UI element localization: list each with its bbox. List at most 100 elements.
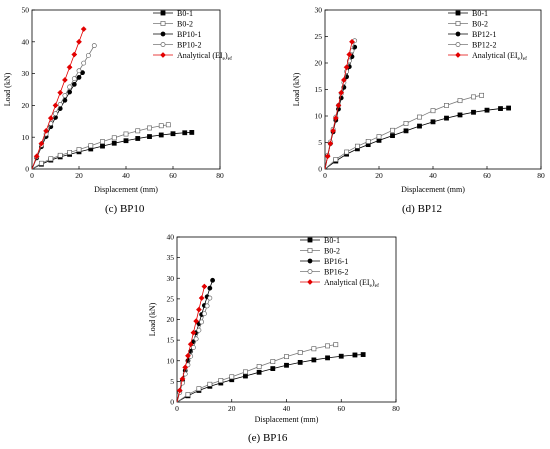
- y-axis-label: Load (kN): [292, 72, 301, 106]
- series-line: [176, 354, 364, 403]
- legend-entry: BP16-1: [324, 257, 348, 266]
- data-point: [147, 134, 152, 139]
- data-point: [61, 77, 68, 83]
- data-point: [243, 373, 248, 379]
- chart-e: 0 20 40 60 80 0 5 10 15 20 25 30 35 40 Displacement (m…: [148, 233, 400, 444]
- data-point: [158, 123, 164, 129]
- data-point: [403, 128, 409, 134]
- x-tick-label: 20: [228, 404, 236, 413]
- data-point: [346, 51, 353, 58]
- data-point: [325, 343, 330, 349]
- y-tick-label: 40: [22, 37, 30, 46]
- data-point: [71, 76, 77, 82]
- data-point: [479, 92, 484, 98]
- x-tick-label: 40: [429, 171, 437, 180]
- data-point: [52, 102, 59, 109]
- data-point: [111, 135, 117, 141]
- data-point: [284, 354, 289, 360]
- data-point: [38, 160, 44, 166]
- figure-caption: (c) BP10: [105, 203, 145, 215]
- legend-marker: [160, 21, 166, 26]
- x-tick-label: 60: [483, 171, 491, 180]
- legend-entry: BP10-2: [177, 40, 201, 49]
- legend-marker: [160, 42, 166, 47]
- data-point: [189, 130, 195, 135]
- x-axis-label: Displacement (mm): [94, 185, 158, 194]
- data-point: [210, 277, 215, 283]
- data-point: [349, 38, 355, 45]
- data-point: [185, 392, 191, 397]
- series-4: [31, 26, 87, 170]
- data-point: [57, 152, 63, 158]
- data-point: [338, 89, 345, 96]
- series-2: [324, 44, 358, 170]
- data-point: [199, 319, 205, 325]
- y-axis-label: Load (kN): [148, 302, 157, 336]
- y-tick-label: 20: [22, 101, 30, 110]
- data-point: [471, 109, 476, 115]
- series-line: [324, 107, 509, 170]
- series-1: [324, 92, 484, 170]
- legend-marker: [307, 237, 313, 243]
- legend-entry: BP12-2: [472, 40, 496, 49]
- data-point: [338, 353, 344, 359]
- legend-marker: [307, 258, 313, 264]
- chart-c: 0 20 40 60 80 0 10 20 30 40 50 Displacement (mm) Loa…: [3, 6, 232, 215]
- data-point: [365, 139, 371, 144]
- y-tick-label: 40: [167, 233, 175, 242]
- x-tick-label: 40: [122, 171, 130, 180]
- data-point: [457, 112, 463, 118]
- y-tick-label: 10: [167, 356, 175, 365]
- data-point: [57, 89, 64, 96]
- chart-d: 0 20 40 60 80 0 5 10 15 20 25 30 Displacement (mm) Lo…: [292, 6, 545, 215]
- data-point: [71, 82, 77, 87]
- data-point: [506, 105, 511, 111]
- data-point: [207, 285, 213, 291]
- x-tick-label: 60: [169, 171, 177, 180]
- data-point: [325, 355, 330, 361]
- y-tick-label: 0: [25, 165, 29, 174]
- data-point: [53, 111, 58, 117]
- figure-caption: (e) BP16: [248, 432, 288, 444]
- data-point: [196, 327, 202, 333]
- data-point: [80, 26, 87, 33]
- legend-entry: Analytical (EIe​)ef​: [177, 51, 232, 62]
- data-point: [430, 108, 436, 114]
- data-point: [123, 131, 129, 137]
- data-point: [430, 119, 436, 125]
- legend-entry: B0-2: [177, 19, 193, 28]
- data-point: [158, 132, 164, 138]
- data-point: [444, 115, 449, 121]
- x-axis-label: Displacement (mm): [401, 185, 465, 194]
- legend-entry: Analytical (EIe​)ef​: [324, 278, 379, 289]
- data-point: [256, 364, 262, 369]
- y-tick-label: 0: [170, 398, 174, 407]
- y-tick-label: 25: [315, 32, 323, 41]
- plot-frame: [176, 236, 397, 403]
- data-point: [390, 133, 395, 139]
- data-point: [243, 369, 248, 375]
- y-tick-label: 0: [318, 165, 322, 174]
- data-point: [91, 43, 97, 49]
- y-tick-label: 20: [315, 59, 323, 68]
- data-point: [284, 362, 289, 368]
- series-line: [31, 28, 85, 170]
- legend-entry: B0-1: [324, 236, 340, 245]
- series-line: [31, 132, 192, 170]
- data-point: [311, 357, 317, 363]
- x-tick-label: 0: [175, 404, 179, 413]
- data-point: [81, 60, 87, 66]
- data-point: [333, 342, 339, 348]
- x-tick-label: 80: [216, 171, 224, 180]
- data-point: [67, 150, 72, 155]
- data-point: [62, 93, 68, 98]
- data-point: [297, 359, 303, 365]
- data-point: [88, 143, 94, 149]
- data-point: [390, 127, 395, 133]
- data-point: [376, 134, 382, 140]
- data-point: [195, 306, 202, 313]
- legend-entry: BP16-2: [324, 267, 348, 276]
- legend-marker: [455, 31, 461, 37]
